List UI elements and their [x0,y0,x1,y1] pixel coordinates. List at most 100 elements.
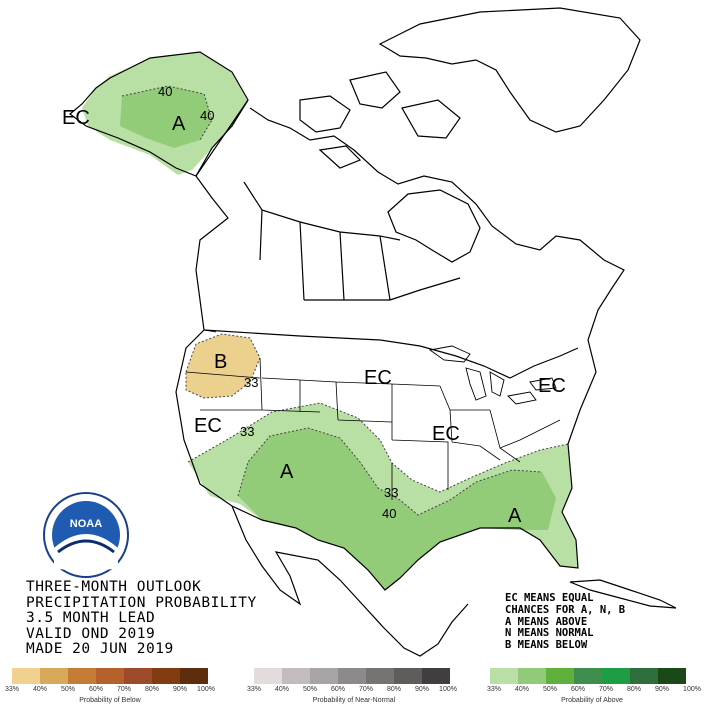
title-line-2: PRECIPITATION PROBABILITY [26,594,257,611]
alaska-40-label: 40 [158,84,172,99]
alaska-a-label: A [172,113,186,135]
title-line-4: VALID OND 2019 [26,625,156,642]
legend-above-bar [490,668,686,684]
legend-normal-tick: 60% [330,686,346,693]
legend-above-swatch [490,668,518,684]
legend-above-swatch [518,668,546,684]
legend-below-tick: 33% [4,686,20,693]
key-line-1: EC MEANS EQUAL [505,592,594,604]
key-line-5: B MEANS BELOW [505,639,588,652]
legend-below-swatch [40,668,68,684]
pacific-nw-33-label: 33 [244,375,258,390]
alaska-40-label-2: 40 [200,108,214,123]
legend-above-tick: 60% [570,686,586,693]
midwest-ec-label: EC [432,423,460,445]
legend-normal-tick: 70% [358,686,374,693]
legend-above-swatch [602,668,630,684]
legend-above-tick: 40% [514,686,530,693]
legend-normal-tick: 33% [246,686,262,693]
california-ec-label: EC [194,415,222,437]
legend-normal-tick: 50% [302,686,318,693]
legend-below-tick: 60% [88,686,104,693]
legend-above-caption: Probability of Above [561,697,623,704]
contour-40-southwest [237,427,543,516]
mexico-outline [231,505,469,657]
hudson-bay [387,189,481,263]
legend-above-swatch [630,668,658,684]
contour-labels: 40 40 33 33 33 40 [158,84,398,521]
great-lakes [428,345,557,405]
us-states-grid [185,329,561,500]
legend-below-swatch [68,668,96,684]
noaa-logo-text: NOAA [70,518,102,530]
southwest-33-label: 33 [240,424,254,439]
category-labels: EC A B EC EC EC EC A A [62,107,566,527]
alaska-ec-label: EC [62,107,90,129]
legend-above-swatch [546,668,574,684]
legend-below-tick: 50% [60,686,76,693]
legend-normal-tick: 90% [414,686,430,693]
us-canada-border [203,329,579,379]
legend-normal-swatch [394,668,422,684]
southwest-above-40 [238,428,556,590]
key-line-3: A MEANS ABOVE [505,615,588,628]
boundaries [69,7,677,657]
legend-above-tick: 70% [598,686,614,693]
key-line-4: N MEANS NORMAL [505,627,594,640]
noaa-logo-wave [57,539,115,554]
legend-below-tick: 100% [197,686,215,693]
legend-below-tick: 70% [116,686,132,693]
legend-above-tick: 50% [542,686,558,693]
legend-normal-caption: Probability of Near-Normal [312,697,396,704]
pacific-nw-b-label: B [214,351,227,373]
canada-interior [243,181,461,301]
legend-below-swatch [12,668,40,684]
alaska-above-40 [120,86,212,148]
legend-normal-tick: 40% [274,686,290,693]
legend-above-swatch [658,668,686,684]
legend-above-swatch [574,668,602,684]
southwest-a-label: A [280,461,294,483]
southeast-a-label: A [508,505,522,527]
title-line-3: 3.5 MONTH LEAD [26,610,156,626]
canada-us-outline [175,107,625,591]
legend-above-tick: 90% [654,686,670,693]
legend-above-tick: 80% [626,686,642,693]
legend-below-tick: 80% [144,686,160,693]
legend-normal-swatch [422,668,450,684]
legend-normal-swatch [282,668,310,684]
legend-normal-swatch [310,668,338,684]
title-line-5: MADE 20 JUN 2019 [26,641,174,657]
legend-below-tick: 90% [172,686,188,693]
arctic-islands [299,71,461,169]
legend-above-tick: 33% [486,686,502,693]
legend-normal-tick: 100% [439,686,457,693]
legend-below-swatch [96,668,124,684]
legend-above-tick: 100% [683,686,701,693]
outlook-title-block: THREE-MONTH OUTLOOK PRECIPITATION PROBAB… [26,579,257,658]
legend-below-swatch [124,668,152,684]
legend-below-tick: 40% [32,686,48,693]
greenland-outline [378,7,641,133]
alaska-outline [69,51,249,177]
northeast-ec-label: EC [538,375,566,397]
legend-below-bar [12,668,208,684]
legend-normal-swatch [366,668,394,684]
above-shading [82,52,578,590]
legend-below-swatch [180,668,208,684]
noaa-logo: NOAA [43,492,129,578]
alaska-border [195,99,249,177]
legend-normal-swatch [338,668,366,684]
plains-ec-label: EC [364,367,392,389]
legend-normal-swatch [254,668,282,684]
gulf-40-label: 40 [382,506,396,521]
category-key: EC MEANS EQUAL CHANCES FOR A, N, B A MEA… [505,592,625,652]
below-shading-pacific-northwest [185,333,261,399]
title-line-1: THREE-MONTH OUTLOOK [26,579,202,595]
legend-below-caption: Probability of Below [79,697,141,704]
legend-normal-tick: 80% [386,686,402,693]
gulf-33-label: 33 [384,485,398,500]
cuba [569,579,677,609]
legend-below-swatch [152,668,180,684]
